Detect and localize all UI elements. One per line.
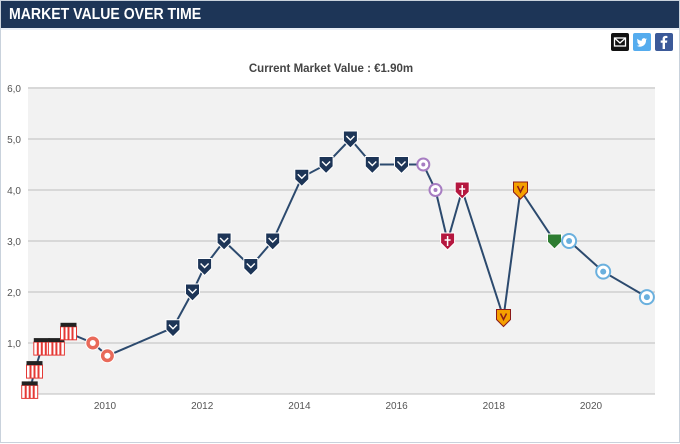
data-point-marker[interactable] (26, 361, 43, 379)
data-point-marker[interactable] (364, 156, 380, 175)
data-point-marker[interactable] (185, 283, 200, 302)
crest-cross (444, 236, 451, 246)
data-point-marker[interactable] (454, 181, 470, 200)
y-tick-label: 4,0 (7, 186, 21, 197)
club-markers (21, 130, 655, 399)
widget-header: MARKET VALUE OVER TIME (1, 1, 679, 30)
crest-chevron (246, 263, 256, 269)
crest-mark (499, 313, 508, 322)
data-point-marker[interactable] (60, 322, 77, 341)
data-point-marker[interactable] (547, 233, 562, 250)
data-point-marker[interactable] (21, 381, 39, 399)
x-tick-label: 2020 (580, 401, 603, 412)
axis-labels: 6,0 5,0 4,0 3,0 2,0 1,0 2010 2012 2014 2016 2018 20… (7, 84, 602, 412)
data-point-marker[interactable] (197, 258, 213, 277)
crest-chevron (297, 173, 307, 180)
green-crest-icon (547, 233, 562, 250)
data-point-marker[interactable] (394, 156, 409, 175)
data-point-marker[interactable] (638, 289, 655, 306)
data-point-marker[interactable] (165, 319, 181, 338)
y-tick-label: 3,0 (7, 237, 21, 248)
crest-chevron (268, 237, 278, 243)
x-tick-label: 2016 (385, 401, 408, 412)
crest-center (104, 352, 111, 359)
email-share-button[interactable] (611, 33, 629, 51)
crest-chevron (345, 135, 355, 141)
striped-crest-icon (47, 338, 65, 356)
striped-crest-icon (26, 361, 43, 379)
crest-center (600, 268, 607, 275)
crest-center (89, 340, 96, 346)
market-value-line (28, 137, 648, 392)
facebook-f-icon (660, 35, 668, 49)
data-point-marker[interactable] (416, 157, 431, 172)
data-point-marker[interactable] (318, 156, 334, 175)
data-point-marker[interactable] (595, 263, 612, 280)
crest-chevron (397, 161, 406, 167)
crest-chevron (219, 237, 229, 243)
data-point-marker[interactable] (440, 232, 456, 251)
x-tick-label: 2010 (94, 401, 117, 412)
y-tick-label: 2,0 (7, 288, 21, 299)
facebook-share-button[interactable] (655, 33, 673, 51)
x-tick-label: 2012 (191, 401, 214, 412)
envelope-icon (613, 37, 627, 47)
crest-center (421, 162, 426, 167)
data-point-marker[interactable] (99, 348, 115, 364)
crest-mark (516, 185, 525, 194)
twitter-share-button[interactable] (633, 33, 651, 51)
x-tick-label: 2018 (483, 401, 506, 412)
striped-crest-icon (60, 322, 77, 341)
data-point-marker[interactable] (216, 232, 232, 251)
data-point-marker[interactable] (342, 130, 358, 149)
striped-crest-icon (33, 338, 51, 356)
chart-title: Current Market Value : €1.90m (249, 63, 413, 75)
crest-center (566, 238, 573, 244)
y-tick-label: 5,0 (7, 135, 21, 146)
x-tick-label: 2014 (288, 401, 311, 412)
crest-chevron (321, 161, 331, 167)
crest-center (433, 188, 438, 192)
data-point-marker[interactable] (85, 335, 101, 351)
data-point-marker[interactable] (496, 309, 511, 328)
crest-cross (459, 185, 466, 195)
data-point-marker[interactable] (47, 338, 65, 356)
striped-crest-icon (21, 381, 39, 399)
data-point-marker[interactable] (243, 258, 259, 277)
data-point-marker[interactable] (294, 168, 310, 188)
data-point-marker[interactable] (561, 233, 578, 249)
widget-title: MARKET VALUE OVER TIME (9, 6, 202, 23)
crest-chevron (367, 161, 377, 167)
y-tick-label: 1,0 (7, 339, 21, 350)
crest-chevron (168, 324, 178, 330)
crest-chevron (200, 263, 210, 269)
y-tick-label: 6,0 (7, 84, 21, 95)
data-point-marker[interactable] (428, 183, 443, 197)
data-point-marker[interactable] (33, 338, 51, 356)
crest-chevron (188, 288, 197, 294)
crest-center (643, 294, 650, 301)
data-point-marker[interactable] (265, 232, 281, 251)
data-point-marker[interactable] (513, 181, 528, 200)
twitter-bird-icon (636, 38, 647, 47)
